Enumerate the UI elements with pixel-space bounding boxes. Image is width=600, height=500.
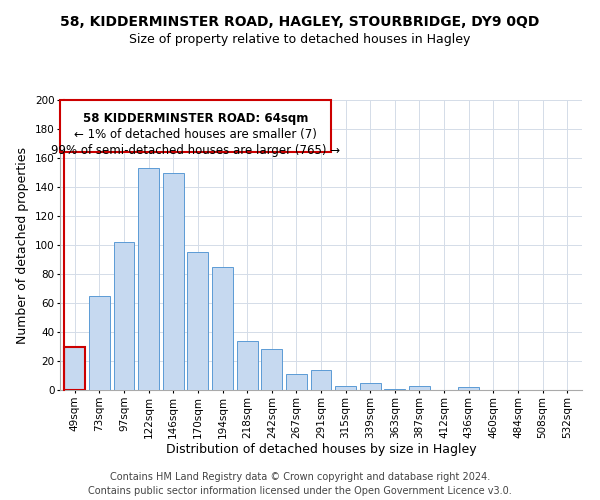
Text: Size of property relative to detached houses in Hagley: Size of property relative to detached ho… [130,32,470,46]
Bar [113,242,134,390]
Bar [360,383,381,390]
Y-axis label: Number of detached properties: Number of detached properties [16,146,29,344]
FancyBboxPatch shape [60,100,331,152]
Text: 58 KIDDERMINSTER ROAD: 64sqm: 58 KIDDERMINSTER ROAD: 64sqm [83,112,308,124]
Bar [163,172,184,390]
Bar [236,340,257,390]
Bar [187,252,208,390]
Text: Contains public sector information licensed under the Open Government Licence v3: Contains public sector information licen… [88,486,512,496]
X-axis label: Distribution of detached houses by size in Hagley: Distribution of detached houses by size … [166,443,476,456]
Bar [286,374,307,390]
Text: 99% of semi-detached houses are larger (765) →: 99% of semi-detached houses are larger (… [51,144,340,156]
Bar [385,388,406,390]
Bar [138,168,159,390]
Bar [261,350,282,390]
Text: Contains HM Land Registry data © Crown copyright and database right 2024.: Contains HM Land Registry data © Crown c… [110,472,490,482]
Bar [64,346,85,390]
Bar [335,386,356,390]
Text: ← 1% of detached houses are smaller (7): ← 1% of detached houses are smaller (7) [74,128,317,140]
Bar [212,267,233,390]
Bar [458,387,479,390]
Text: 58, KIDDERMINSTER ROAD, HAGLEY, STOURBRIDGE, DY9 0QD: 58, KIDDERMINSTER ROAD, HAGLEY, STOURBRI… [61,15,539,29]
Bar [409,386,430,390]
Bar [311,370,331,390]
Bar [89,296,110,390]
